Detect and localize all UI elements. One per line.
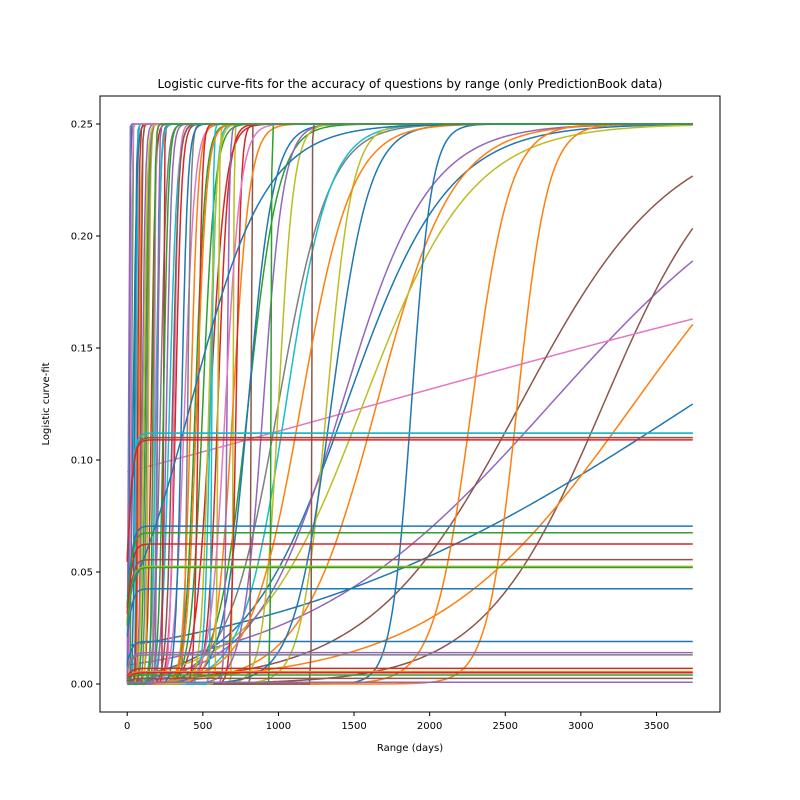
series-line-74: [127, 123, 693, 685]
series-line-86: [126, 588, 693, 637]
series-layer: [126, 123, 694, 685]
x-tick-label: 3500: [644, 721, 669, 732]
y-axis-title: Logistic curve-fit: [41, 362, 52, 445]
x-tick-label: 500: [193, 721, 212, 732]
y-tick-label: 0.10: [71, 456, 93, 467]
x-axis-title: Range (days): [377, 743, 443, 754]
y-axis: 0.00 0.05 0.10 0.15 0.20 0.25: [71, 120, 100, 691]
x-tick-label: 1000: [266, 721, 291, 732]
series-line-89: [126, 654, 693, 670]
series-line-83: [126, 558, 693, 622]
series-line-93: [126, 674, 693, 681]
series-line-88: [126, 651, 693, 669]
chart-title: Logistic curve-fits for the accuracy of …: [158, 77, 663, 91]
series-line-76: [126, 432, 693, 559]
y-tick-label: 0.25: [71, 120, 93, 131]
x-axis: 0 500 1000 1500 2000 2500 3000 3500: [124, 712, 669, 732]
series-line-82: [126, 543, 693, 615]
x-tick-label: 1500: [341, 721, 366, 732]
series-line-81: [126, 532, 693, 609]
series-line-92: [126, 672, 693, 679]
y-tick-label: 0.00: [71, 680, 93, 691]
series-line-79: [126, 439, 693, 562]
plot-frame: [99, 95, 721, 713]
y-tick-label: 0.20: [71, 232, 93, 243]
y-tick-label: 0.05: [71, 568, 93, 579]
series-line-87: [126, 640, 693, 663]
series-line-15: [127, 123, 693, 681]
series-line-78: [126, 436, 693, 561]
x-tick-label: 2000: [417, 721, 442, 732]
series-line-84: [126, 565, 693, 626]
x-tick-label: 3000: [568, 721, 593, 732]
series-line-80: [126, 525, 693, 606]
x-tick-label: 2500: [493, 721, 518, 732]
series-line-90: [126, 667, 693, 677]
y-tick-label: 0.15: [71, 344, 93, 355]
series-line-9: [127, 124, 693, 678]
x-tick-label: 0: [124, 721, 130, 732]
series-line-91: [126, 670, 693, 679]
series-line-94: [126, 677, 693, 682]
series-line-95: [127, 681, 693, 684]
series-line-7: [127, 318, 693, 473]
series-line-11: [127, 403, 694, 647]
series-line-85: [126, 566, 693, 626]
